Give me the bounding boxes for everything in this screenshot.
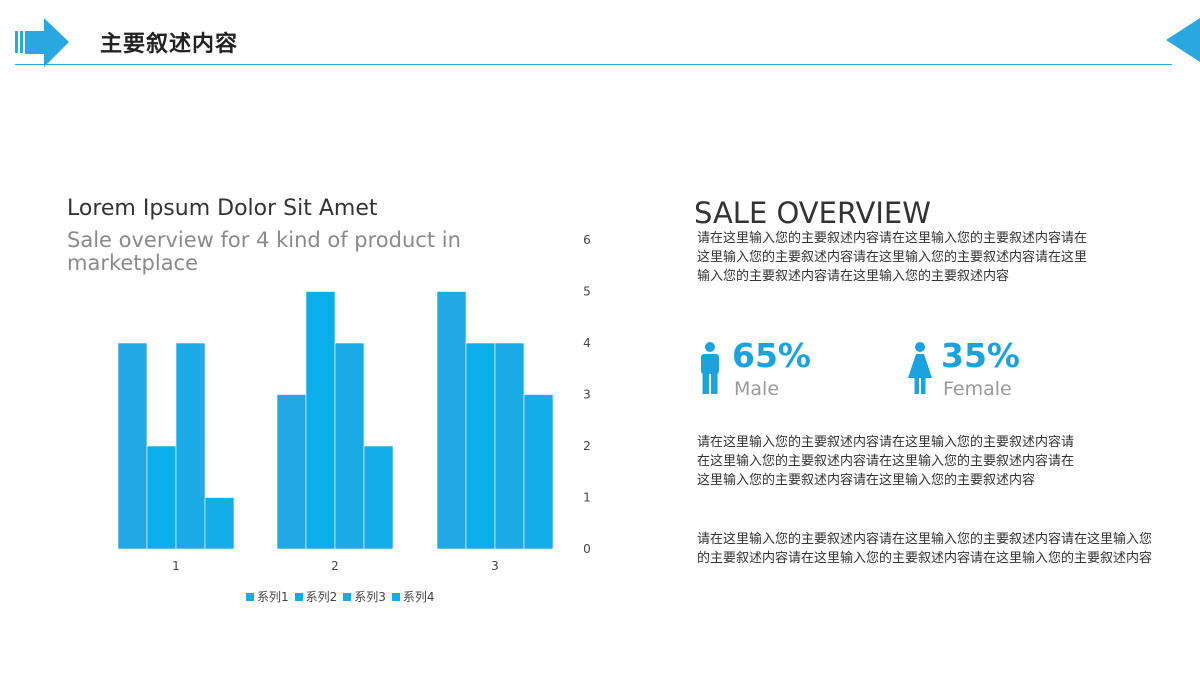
male-person-icon xyxy=(698,342,722,398)
page-title: 主要叙述内容 xyxy=(100,32,239,57)
female-person-icon xyxy=(907,342,933,398)
chart-title: Lorem Ipsum Dolor Sit Amet xyxy=(67,196,378,221)
legend-item: 系列1 xyxy=(246,588,289,605)
corner-arrow-icon xyxy=(1166,18,1200,66)
x-tick-label: 1 xyxy=(172,559,180,573)
bar xyxy=(146,445,177,550)
bar xyxy=(276,394,307,550)
y-tick-label: 2 xyxy=(583,439,591,453)
arrow-right-icon xyxy=(15,18,70,72)
y-tick-label: 6 xyxy=(583,233,591,247)
male-percent: 65% xyxy=(732,336,811,375)
bar xyxy=(494,342,525,550)
female-percent: 35% xyxy=(941,336,1020,375)
chart-subtitle: Sale overview for 4 kind of product in m… xyxy=(67,228,461,275)
header-divider xyxy=(15,64,1172,65)
y-tick-label: 5 xyxy=(583,285,591,299)
legend-swatch xyxy=(246,592,254,601)
y-tick-label: 3 xyxy=(583,388,591,402)
legend-swatch xyxy=(294,592,303,601)
legend-item: 系列4 xyxy=(391,588,435,605)
legend-swatch xyxy=(343,592,352,601)
y-tick-label: 0 xyxy=(583,542,591,556)
bar xyxy=(305,291,336,550)
bar xyxy=(465,342,496,550)
male-label: Male xyxy=(734,378,780,400)
x-tick-label: 3 xyxy=(491,559,499,573)
y-tick-label: 4 xyxy=(583,336,591,350)
description-paragraph: 请在这里输入您的主要叙述内容请在这里输入您的主要叙述内容请在这里输入您的主要叙述… xyxy=(697,532,1153,566)
legend-item: 系列3 xyxy=(343,588,386,605)
sale-overview-title: SALE OVERVIEW xyxy=(694,196,931,230)
legend-swatch xyxy=(391,592,400,601)
legend-label: 系列4 xyxy=(402,590,435,604)
y-tick-label: 1 xyxy=(583,491,591,505)
bar xyxy=(117,342,148,550)
description-paragraph: 请在这里输入您的主要叙述内容请在这里输入您的主要叙述内容请在这里输入您的主要叙述… xyxy=(697,435,1075,488)
bar xyxy=(436,291,467,550)
legend-label: 系列1 xyxy=(257,590,289,604)
female-label: Female xyxy=(943,378,1012,400)
legend-label: 系列3 xyxy=(354,590,386,604)
bar xyxy=(175,342,206,550)
legend-item: 系列2 xyxy=(294,588,338,605)
chart-legend: 系列1 系列2 系列3 系列4 xyxy=(246,588,435,605)
description-paragraph: 请在这里输入您的主要叙述内容请在这里输入您的主要叙述内容请在这里输入您的主要叙述… xyxy=(697,231,1088,284)
bar xyxy=(204,497,235,550)
bar xyxy=(334,342,365,550)
x-tick-label: 2 xyxy=(331,559,339,573)
legend-label: 系列2 xyxy=(305,590,338,604)
bar xyxy=(523,394,554,550)
bar xyxy=(363,445,394,550)
